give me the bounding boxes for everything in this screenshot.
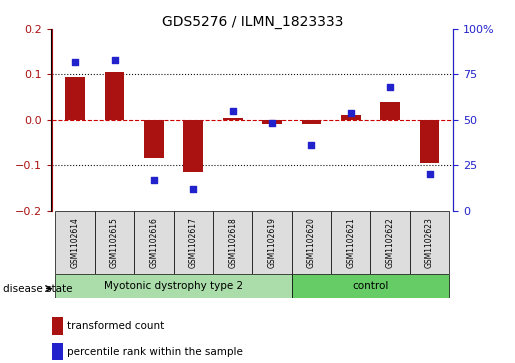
Bar bbox=[183, 120, 203, 172]
Text: GSM1102619: GSM1102619 bbox=[267, 217, 277, 268]
FancyBboxPatch shape bbox=[291, 211, 331, 274]
Text: percentile rank within the sample: percentile rank within the sample bbox=[67, 347, 243, 357]
Text: control: control bbox=[352, 281, 389, 291]
Text: GSM1102620: GSM1102620 bbox=[307, 217, 316, 268]
Point bbox=[189, 186, 197, 192]
FancyBboxPatch shape bbox=[291, 274, 449, 298]
FancyBboxPatch shape bbox=[410, 211, 449, 274]
Bar bbox=[223, 118, 243, 120]
FancyBboxPatch shape bbox=[174, 211, 213, 274]
FancyBboxPatch shape bbox=[252, 211, 291, 274]
Bar bbox=[52, 343, 63, 360]
Point bbox=[150, 177, 158, 183]
FancyBboxPatch shape bbox=[213, 211, 252, 274]
Text: GSM1102622: GSM1102622 bbox=[386, 217, 394, 268]
Point bbox=[425, 171, 434, 177]
Text: GSM1102623: GSM1102623 bbox=[425, 217, 434, 268]
Bar bbox=[341, 115, 360, 120]
Bar bbox=[381, 102, 400, 120]
FancyBboxPatch shape bbox=[331, 211, 370, 274]
Point bbox=[71, 59, 79, 65]
Text: GSM1102616: GSM1102616 bbox=[149, 217, 159, 268]
Text: GDS5276 / ILMN_1823333: GDS5276 / ILMN_1823333 bbox=[162, 15, 343, 29]
Bar bbox=[105, 72, 124, 120]
FancyBboxPatch shape bbox=[95, 211, 134, 274]
FancyBboxPatch shape bbox=[56, 274, 291, 298]
Point bbox=[347, 110, 355, 115]
Point bbox=[110, 57, 118, 63]
Bar bbox=[302, 120, 321, 124]
Bar bbox=[65, 77, 85, 120]
Text: GSM1102615: GSM1102615 bbox=[110, 217, 119, 268]
Bar bbox=[144, 120, 164, 158]
Text: Myotonic dystrophy type 2: Myotonic dystrophy type 2 bbox=[104, 281, 243, 291]
Bar bbox=[52, 317, 63, 335]
FancyBboxPatch shape bbox=[370, 211, 410, 274]
Text: transformed count: transformed count bbox=[67, 321, 165, 331]
Point bbox=[307, 142, 316, 148]
Text: GSM1102614: GSM1102614 bbox=[71, 217, 80, 268]
FancyBboxPatch shape bbox=[56, 211, 95, 274]
Point bbox=[386, 84, 394, 90]
FancyBboxPatch shape bbox=[134, 211, 174, 274]
Bar bbox=[420, 120, 439, 163]
Point bbox=[229, 108, 237, 114]
Point bbox=[268, 121, 276, 126]
Text: GSM1102621: GSM1102621 bbox=[346, 217, 355, 268]
Text: GSM1102618: GSM1102618 bbox=[228, 217, 237, 268]
Bar bbox=[262, 120, 282, 124]
Text: disease state: disease state bbox=[3, 284, 72, 294]
Text: GSM1102617: GSM1102617 bbox=[189, 217, 198, 268]
